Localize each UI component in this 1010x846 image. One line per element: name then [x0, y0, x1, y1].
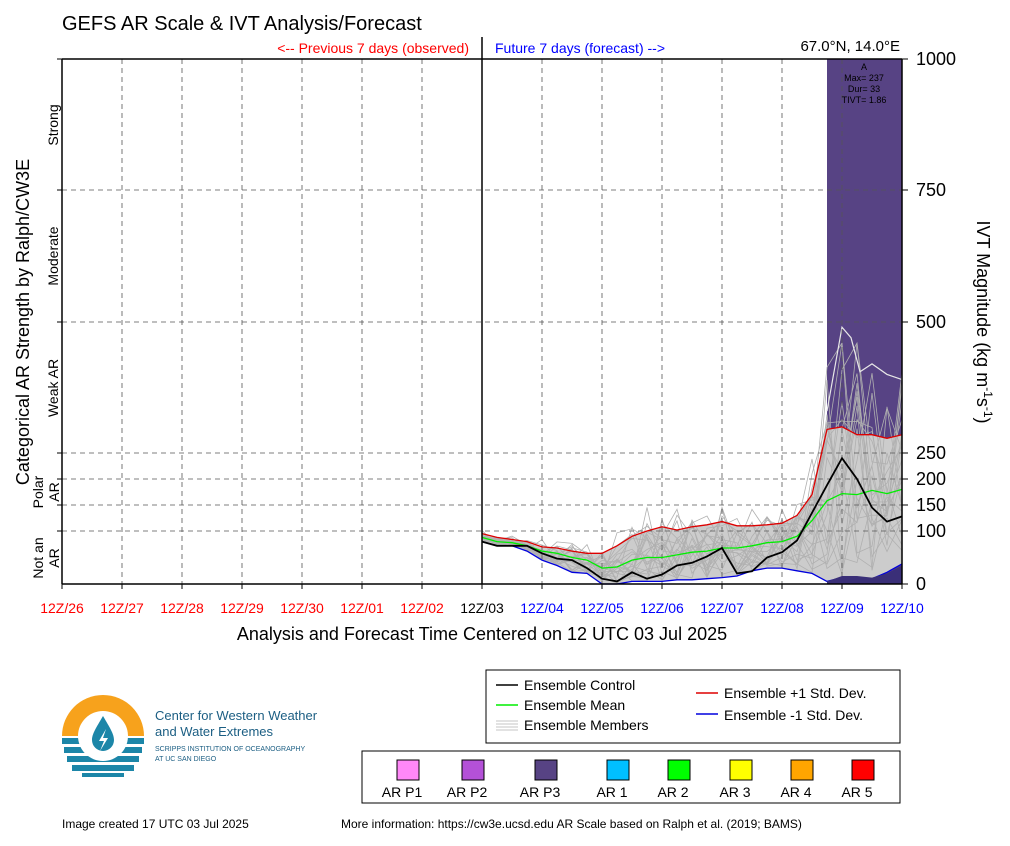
y-axis-label-right-part1: IVT Magnitude (kg m — [973, 220, 993, 387]
x-tick-label: 12Z/03 — [460, 600, 504, 616]
x-axis-label: Analysis and Forecast Time Centered on 1… — [237, 624, 727, 644]
category-label-line: Polar — [30, 475, 46, 508]
category-label-line: Not an — [30, 537, 46, 578]
legend-mean-label: Ensemble Mean — [524, 697, 625, 713]
ar-legend-swatch — [534, 759, 558, 781]
x-tick-label: 12Z/07 — [700, 600, 744, 616]
category-label: Strong — [45, 104, 61, 145]
ar-legend-swatch — [729, 759, 753, 781]
logo-name-line2: and Water Extremes — [155, 724, 274, 739]
ar-bottom-fill — [827, 565, 902, 584]
y-axis-label-right-sup2: -1 — [981, 407, 995, 418]
future-days-label: Future 7 days (forecast) --> — [495, 40, 665, 56]
ensemble-member-peak-line — [826, 325, 903, 412]
ar-category-legend: AR P1 AR P2 AR P3 AR 1 AR 2 AR 3 AR 4 AR 5 — [361, 750, 901, 804]
logo-sub-line2: AT UC SAN DIEGO — [155, 756, 217, 763]
category-label: Moderate — [45, 226, 61, 285]
ensemble-member-line — [481, 342, 903, 582]
ar-legend-label: AR P1 — [382, 784, 423, 800]
ar-annotation-text: A — [861, 62, 867, 72]
ar-legend-swatch — [396, 759, 420, 781]
ar-legend-swatch — [461, 759, 485, 781]
y-tick-label: 750 — [916, 180, 946, 200]
control-line — [481, 456, 903, 583]
ar-legend-label: AR 1 — [596, 784, 627, 800]
category-label-line: Weak AR — [45, 359, 61, 417]
logo-name-line1: Center for Western Weather — [155, 708, 318, 723]
lightning-icon — [99, 729, 108, 751]
y-tick-label: 0 — [916, 574, 926, 594]
x-tick-label: 12Z/26 — [40, 600, 84, 616]
x-tick-label: 12Z/05 — [580, 600, 624, 616]
category-label-line: Moderate — [45, 226, 61, 285]
x-tick-label: 12Z/28 — [160, 600, 204, 616]
footer-more-info: More information: https://cw3e.ucsd.edu … — [341, 817, 802, 831]
y-tick-label: 200 — [916, 469, 946, 489]
ensemble-member-line — [481, 386, 903, 585]
legend-members-label: Ensemble Members — [524, 717, 649, 733]
mean-line — [481, 488, 903, 569]
category-label: Not anAR — [30, 537, 62, 578]
y-tick-label: 500 — [916, 312, 946, 332]
ar-legend-label: AR P2 — [447, 784, 488, 800]
ensemble-member-line — [481, 445, 903, 582]
category-label-line: Strong — [45, 104, 61, 145]
legend-minus-std-label: Ensemble -1 Std. Dev. — [724, 707, 863, 723]
y-tick-label: 250 — [916, 443, 946, 463]
ar-legend-swatch — [667, 759, 691, 781]
x-tick-label: 12Z/08 — [760, 600, 804, 616]
ar-annotation-text: TIVT= 1.86 — [842, 95, 887, 105]
x-tick-label: 12Z/02 — [400, 600, 444, 616]
y-axis-label-right-part3: ) — [973, 418, 993, 424]
ar-annotation-text: Dur= 33 — [848, 84, 880, 94]
ar-legend-label: AR P3 — [520, 784, 561, 800]
ensemble-member-line — [481, 420, 903, 575]
category-label-line: AR — [46, 548, 62, 567]
legend-members-swatch — [496, 720, 518, 731]
category-label: PolarAR — [30, 475, 62, 508]
location-label: 67.0°N, 14.0°E — [800, 38, 900, 55]
water-drop-icon — [92, 716, 114, 751]
x-tick-label: 12Z/04 — [520, 600, 564, 616]
x-tick-label: 12Z/09 — [820, 600, 864, 616]
y-axis-label-right-part2: s — [973, 398, 993, 407]
y-tick-label: 1000 — [916, 49, 956, 69]
plus-std-line — [481, 426, 903, 554]
legend-control-label: Ensemble Control — [524, 677, 635, 693]
ar-legend-label: AR 2 — [657, 784, 688, 800]
y-tick-label: 100 — [916, 521, 946, 541]
line-legend: Ensemble Control Ensemble Mean Ensemble … — [485, 669, 901, 744]
legend-plus-std-label: Ensemble +1 Std. Dev. — [724, 685, 867, 701]
ensemble-member-line — [481, 418, 903, 581]
ar-legend-swatch — [851, 759, 875, 781]
x-tick-label: 12Z/06 — [640, 600, 684, 616]
x-tick-label: 12Z/30 — [280, 600, 324, 616]
y-tick-label: 150 — [916, 495, 946, 515]
ar-legend-label: AR 3 — [719, 784, 750, 800]
x-tick-label: 12Z/01 — [340, 600, 384, 616]
ar-legend-swatch — [790, 759, 814, 781]
cw3e-logo: Center for Western Weather and Water Ext… — [60, 695, 318, 780]
plot-area: 0 100 150 200 250 500 750 1000 12Z/26 12Z/27 12Z/2… — [30, 37, 956, 616]
chart-title: GEFS AR Scale & IVT Analysis/Forecast — [62, 13, 422, 35]
logo-sub-line1: SCRIPPS INSTITUTION OF OCEANOGRAPHY — [155, 746, 305, 753]
y-axis-label-right: IVT Magnitude (kg m-1s-1) — [973, 220, 995, 423]
y-axis-label-left: Categorical AR Strength by Ralph/CW3E — [13, 159, 33, 485]
ar-legend-swatch — [606, 759, 630, 781]
x-tick-label: 12Z/29 — [220, 600, 264, 616]
category-label-line: AR — [46, 482, 62, 501]
x-tick-label: 12Z/27 — [100, 600, 144, 616]
previous-days-label: <-- Previous 7 days (observed) — [277, 40, 469, 56]
footer-created: Image created 17 UTC 03 Jul 2025 — [62, 817, 249, 831]
x-tick-label: 12Z/10 — [880, 600, 924, 616]
y-axis-label-right-sup1: -1 — [981, 387, 995, 398]
ar-annotation-text: Max= 237 — [844, 73, 884, 83]
ar-legend-label: AR 5 — [841, 784, 872, 800]
ar-legend-label: AR 4 — [780, 784, 811, 800]
category-label: Weak AR — [45, 359, 61, 417]
